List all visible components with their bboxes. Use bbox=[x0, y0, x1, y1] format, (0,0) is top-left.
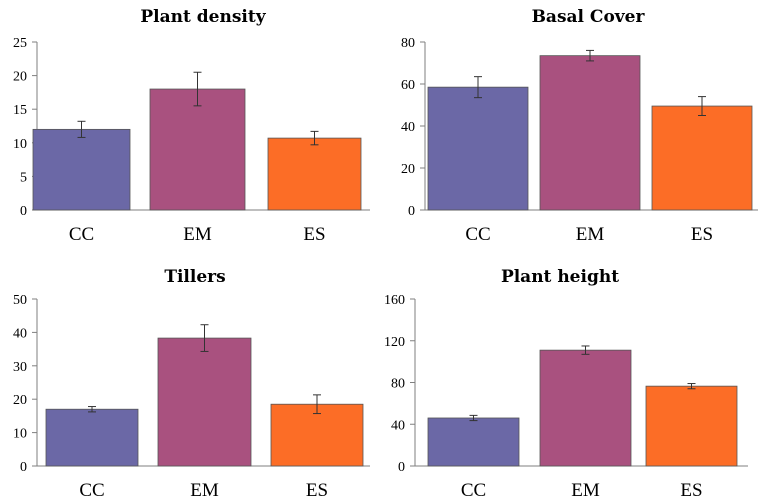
category-label: CC bbox=[79, 480, 104, 499]
category-label: ES bbox=[306, 480, 328, 499]
bar-es bbox=[270, 403, 364, 467]
panel-plant-density: Plant density 0 5 10 15 20 25 CC EM ES bbox=[13, 7, 370, 245]
category-label: CC bbox=[465, 224, 490, 245]
y-tick-label: 25 bbox=[13, 36, 27, 51]
y-tick-label: 10 bbox=[13, 427, 27, 442]
panel-plant-height: Plant height 0 40 80 120 160 CC EM ES bbox=[384, 267, 748, 499]
bar-es bbox=[651, 105, 753, 211]
category-label: EM bbox=[190, 480, 219, 499]
category-label: ES bbox=[691, 224, 713, 245]
chart-title: Tillers bbox=[164, 267, 225, 287]
y-tick-label: 80 bbox=[391, 377, 405, 392]
category-label: CC bbox=[461, 480, 486, 499]
chart-title: Plant height bbox=[501, 267, 619, 287]
bar-es bbox=[267, 137, 362, 211]
y-tick-label: 0 bbox=[20, 460, 27, 475]
category-label: ES bbox=[680, 480, 702, 499]
bar-cc bbox=[32, 128, 131, 211]
y-tick-label: 40 bbox=[401, 120, 415, 135]
chart-title: Basal Cover bbox=[532, 7, 646, 27]
bar-em bbox=[149, 88, 246, 211]
bar-es bbox=[645, 385, 738, 467]
y-tick-label: 40 bbox=[13, 326, 27, 341]
bar-cc bbox=[427, 417, 520, 467]
y-tick-label: 10 bbox=[13, 137, 27, 152]
y-tick-label: 20 bbox=[13, 393, 27, 408]
bar-cc bbox=[427, 86, 529, 211]
y-tick-label: 50 bbox=[13, 293, 27, 308]
category-label: EM bbox=[183, 224, 212, 245]
bar-cc bbox=[45, 408, 139, 467]
y-tick-label: 30 bbox=[13, 360, 27, 375]
y-tick-label: 40 bbox=[391, 418, 405, 433]
bar-em bbox=[539, 349, 632, 467]
y-tick-label: 15 bbox=[13, 103, 27, 118]
panel-basal-cover: Basal Cover 0 20 40 60 80 CC EM ES bbox=[401, 7, 758, 245]
y-tick-label: 0 bbox=[398, 460, 405, 475]
panel-tillers: Tillers 0 10 20 30 40 50 CC EM ES bbox=[13, 267, 370, 499]
y-tick-label: 60 bbox=[401, 78, 415, 93]
category-label: EM bbox=[571, 480, 600, 499]
y-tick-label: 0 bbox=[20, 204, 27, 219]
y-tick-label: 80 bbox=[401, 36, 415, 51]
y-tick-label: 120 bbox=[384, 335, 405, 350]
y-tick-label: 0 bbox=[408, 204, 415, 219]
y-tick-label: 160 bbox=[384, 293, 405, 308]
y-tick-label: 5 bbox=[20, 170, 27, 185]
y-tick-label: 20 bbox=[13, 70, 27, 85]
bar-em bbox=[539, 55, 641, 211]
category-label: CC bbox=[69, 224, 94, 245]
category-label: ES bbox=[303, 224, 325, 245]
category-label: EM bbox=[576, 224, 605, 245]
y-tick-label: 20 bbox=[401, 162, 415, 177]
chart-title: Plant density bbox=[140, 7, 266, 27]
bar-em bbox=[157, 337, 252, 467]
